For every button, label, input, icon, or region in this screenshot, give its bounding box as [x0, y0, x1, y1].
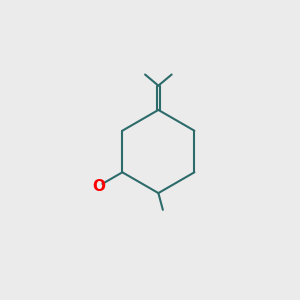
Text: O: O: [92, 178, 105, 194]
